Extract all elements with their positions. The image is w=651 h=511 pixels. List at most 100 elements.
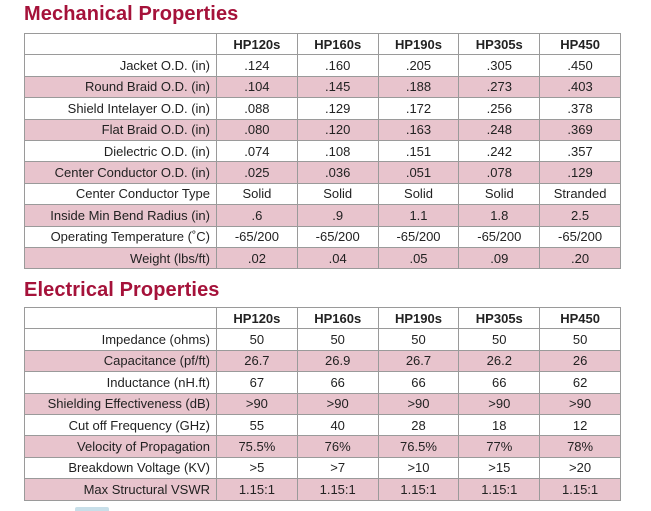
table-cell: >15 bbox=[458, 456, 541, 480]
row-label: Round Braid O.D. (in) bbox=[24, 75, 217, 99]
table-row: Velocity of Propagation 75.5% 76% 76.5% 77% 7… bbox=[24, 435, 621, 458]
row-label: Velocity of Propagation bbox=[24, 435, 217, 458]
table-cell: 28 bbox=[377, 413, 460, 437]
table-cell: 66 bbox=[458, 371, 541, 394]
row-label: Inside Min Bend Radius (in) bbox=[24, 204, 217, 227]
row-label: Cut off Frequency (GHz) bbox=[24, 413, 217, 437]
electrical-properties-title: Electrical Properties bbox=[24, 279, 220, 301]
table-cell: .273 bbox=[458, 75, 541, 99]
table-cell: .188 bbox=[377, 75, 460, 99]
table-cell: >90 bbox=[377, 392, 460, 415]
table-cell: .160 bbox=[296, 54, 379, 77]
table-cell: .108 bbox=[296, 139, 379, 163]
table-cell: .20 bbox=[539, 246, 621, 270]
table-row: Shield Intelayer O.D. (in) .088.129.172.2… bbox=[24, 97, 621, 120]
column-header: HP450 bbox=[539, 32, 621, 56]
table-cell: .104 bbox=[216, 75, 298, 99]
table-cell: .151 bbox=[377, 139, 460, 163]
table-cell: >90 bbox=[216, 392, 298, 415]
table-cell: .172 bbox=[377, 97, 460, 120]
column-header: HP190s bbox=[377, 306, 460, 330]
row-label: Flat Braid O.D. (in) bbox=[24, 118, 217, 141]
table-cell: 75.5% bbox=[216, 435, 298, 458]
table-cell: .124 bbox=[216, 54, 298, 77]
table-cell: 50 bbox=[296, 328, 379, 351]
table-cell: .025 bbox=[216, 161, 298, 184]
table-cell: .305 bbox=[458, 54, 541, 77]
column-header: HP160s bbox=[296, 32, 379, 56]
table-cell: >90 bbox=[296, 392, 379, 415]
table-cell: 66 bbox=[377, 371, 460, 394]
row-label: Dielectric O.D. (in) bbox=[24, 139, 217, 163]
table-cell: -65/200 bbox=[296, 225, 379, 248]
table-cell: 2.5 bbox=[539, 204, 621, 227]
table-cell: 62 bbox=[539, 371, 621, 394]
header-blank-cell bbox=[24, 32, 217, 56]
table-cell: .256 bbox=[458, 97, 541, 120]
table-cell: .129 bbox=[539, 161, 621, 184]
table-cell: 40 bbox=[296, 413, 379, 437]
table-cell: 76.5% bbox=[377, 435, 460, 458]
header-row: HP120s HP160s HP190s HP305s HP450 bbox=[24, 306, 621, 330]
table-row: Impedance (ohms) 50 50 50 50 50 bbox=[24, 328, 621, 351]
table-cell: 55 bbox=[216, 413, 298, 437]
table-cell: Solid bbox=[458, 182, 541, 206]
table-cell: Stranded bbox=[539, 182, 621, 206]
table-cell: -65/200 bbox=[216, 225, 298, 248]
row-label: Capacitance (pf/ft) bbox=[24, 349, 217, 373]
table-cell: 1.15:1 bbox=[377, 478, 460, 501]
table-cell: 50 bbox=[539, 328, 621, 351]
row-label: Inductance (nH.ft) bbox=[24, 371, 217, 394]
table-cell: 26.2 bbox=[458, 349, 541, 373]
table-cell: .036 bbox=[296, 161, 379, 184]
table-row: Dielectric O.D. (in) .074.108.151.242.357 bbox=[24, 139, 621, 163]
table-cell: 26.7 bbox=[216, 349, 298, 373]
electrical-rows: Impedance (ohms) 50 50 50 50 50 Capacitance (p… bbox=[24, 328, 621, 501]
row-label: Breakdown Voltage (KV) bbox=[24, 456, 217, 480]
table-cell: 66 bbox=[296, 371, 379, 394]
table-cell: 1.15:1 bbox=[296, 478, 379, 501]
table-cell: .242 bbox=[458, 139, 541, 163]
table-cell: 1.1 bbox=[377, 204, 460, 227]
table-cell: 12 bbox=[539, 413, 621, 437]
table-cell: -65/200 bbox=[539, 225, 621, 248]
table-row: Inductance (nH.ft) 67 66 66 66 62 bbox=[24, 371, 621, 394]
mechanical-properties-title: Mechanical Properties bbox=[24, 3, 239, 25]
table-cell: .074 bbox=[216, 139, 298, 163]
table-cell: 78% bbox=[539, 435, 621, 458]
table-cell: .09 bbox=[458, 246, 541, 270]
table-cell: .02 bbox=[216, 246, 298, 270]
table-cell: .080 bbox=[216, 118, 298, 141]
row-label: Operating Temperature (˚C) bbox=[24, 225, 217, 248]
row-label: Jacket O.D. (in) bbox=[24, 54, 217, 77]
table-cell: 1.15:1 bbox=[458, 478, 541, 501]
table-row: Center Conductor Type Solid Solid Solid Soli… bbox=[24, 182, 621, 206]
table-cell: -65/200 bbox=[458, 225, 541, 248]
column-header: HP120s bbox=[216, 306, 298, 330]
table-cell: >10 bbox=[377, 456, 460, 480]
table-cell: .450 bbox=[539, 54, 621, 77]
table-cell: .05 bbox=[377, 246, 460, 270]
table-row: Capacitance (pf/ft) 26.7 26.9 26.7 26.2 26 bbox=[24, 349, 621, 373]
table-cell: 1.15:1 bbox=[216, 478, 298, 501]
table-cell: .051 bbox=[377, 161, 460, 184]
table-cell: 50 bbox=[458, 328, 541, 351]
table-cell: 1.15:1 bbox=[539, 478, 621, 501]
table-row: Flat Braid O.D. (in) .080.120.163.248.369 bbox=[24, 118, 621, 141]
table-cell: 26.7 bbox=[377, 349, 460, 373]
table-row: Shielding Effectiveness (dB) >90 >90 >90 >90… bbox=[24, 392, 621, 415]
table-row: Jacket O.D. (in) .124.160.205.305.450 bbox=[24, 54, 621, 77]
table-cell: 67 bbox=[216, 371, 298, 394]
table-cell: Solid bbox=[296, 182, 379, 206]
table-cell: >90 bbox=[458, 392, 541, 415]
table-cell: 26.9 bbox=[296, 349, 379, 373]
table-cell: 50 bbox=[216, 328, 298, 351]
row-label: Impedance (ohms) bbox=[24, 328, 217, 351]
row-label: Weight (lbs/ft) bbox=[24, 246, 217, 270]
table-cell: Solid bbox=[377, 182, 460, 206]
table-cell: .6 bbox=[216, 204, 298, 227]
mechanical-rows: Jacket O.D. (in) .124.160.205.305.450 Roun… bbox=[24, 54, 621, 270]
table-cell: 18 bbox=[458, 413, 541, 437]
table-cell: >5 bbox=[216, 456, 298, 480]
table-cell: 50 bbox=[377, 328, 460, 351]
